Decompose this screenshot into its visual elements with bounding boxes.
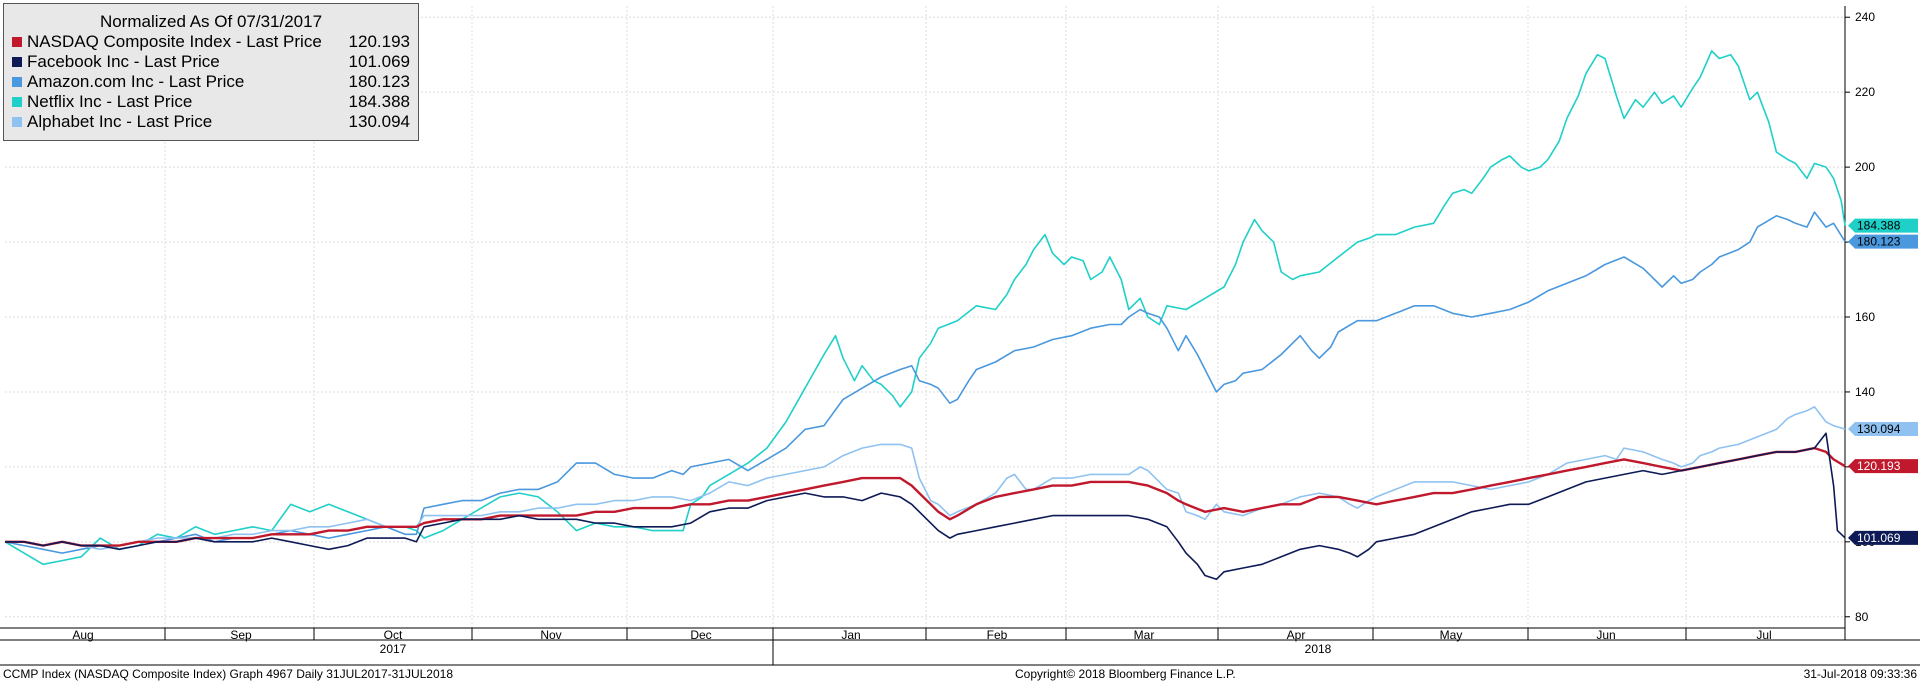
month-label: Jan [841,628,860,642]
legend-swatch [12,117,22,127]
legend-series-name: Facebook Inc - Last Price [27,52,220,71]
series-line [4,50,1846,566]
y-tick-label: 160 [1855,310,1875,324]
y-tick-label: 240 [1855,10,1875,24]
value-marker-label: 101.069 [1857,531,1901,545]
month-label: Jul [1756,628,1771,642]
y-tick-label: 140 [1855,385,1875,399]
month-label: Dec [690,628,711,642]
year-label: 2018 [1305,642,1332,656]
year-label: 2017 [380,642,407,656]
value-marker-label: 130.094 [1857,422,1901,436]
legend-entry: Alphabet Inc - Last Price 130.094 [12,112,410,132]
month-label: Oct [384,628,403,642]
month-label: May [1440,628,1463,642]
legend-series-value: 130.094 [348,112,410,131]
value-marker [1848,234,1918,249]
value-markers: 184.388 180.123 130.094 120.193 101.069 [1848,218,1918,545]
legend-series-value: 120.193 [348,32,410,51]
footer-copyright: Copyright© 2018 Bloomberg Finance L.P. [1015,667,1236,681]
legend: Normalized As Of 07/31/2017 NASDAQ Compo… [3,3,419,141]
legend-swatch [12,37,22,47]
y-tick-label: 220 [1855,85,1875,99]
legend-series-value: 184.388 [348,92,410,111]
legend-entry: NASDAQ Composite Index - Last Price 120.1… [12,32,410,52]
value-marker [1848,422,1918,437]
month-label: Apr [1287,628,1306,642]
legend-series-name: Amazon.com Inc - Last Price [27,72,245,91]
value-marker-label: 120.193 [1857,459,1901,473]
legend-entry: Amazon.com Inc - Last Price 180.123 [12,72,410,92]
y-tick-label: 200 [1855,160,1875,174]
series-line [5,446,1846,547]
series-line [5,406,1846,551]
legend-series-name: Netflix Inc - Last Price [27,92,193,111]
legend-swatch [12,97,22,107]
footer-source: CCMP Index (NASDAQ Composite Index) Grap… [3,667,454,681]
value-marker [1848,530,1918,545]
series-lines [4,50,1846,581]
value-marker [1848,459,1918,474]
legend-series-value: 101.069 [348,52,410,71]
legend-series-value: 180.123 [348,72,410,91]
legend-series-name: Alphabet Inc - Last Price [27,112,213,131]
legend-series-name: NASDAQ Composite Index - Last Price [27,32,322,51]
series-line [5,432,1846,581]
month-label: Aug [72,628,93,642]
value-marker-label: 180.123 [1857,235,1901,249]
value-marker [1848,218,1918,233]
footer-timestamp: 31-Jul-2018 09:33:36 [1803,667,1917,681]
series-line [4,211,1846,554]
chart-title: Normalized As Of 07/31/2017 [99,12,323,31]
legend-swatch [12,57,22,67]
month-label: Feb [987,628,1008,642]
legend-entry: Facebook Inc - Last Price 101.069 [12,52,410,72]
legend-entry: Netflix Inc - Last Price 184.388 [12,92,410,112]
legend-swatch [12,77,22,87]
month-label: Nov [540,628,561,642]
month-label: Mar [1134,628,1155,642]
value-marker-label: 184.388 [1857,219,1901,233]
month-label: Sep [230,628,252,642]
y-tick-label: 80 [1855,610,1869,624]
month-label: Jun [1596,628,1615,642]
